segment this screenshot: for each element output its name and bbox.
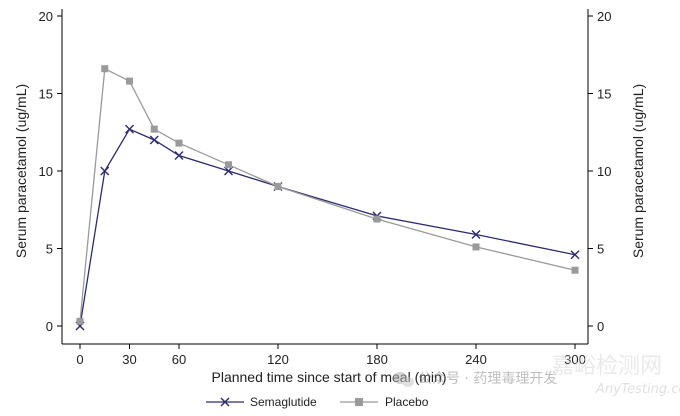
watermark: 公众号 · 药理毒理开发 嘉峪检测网 AnyTesting.com (393, 354, 680, 397)
series-line-placebo (79, 67, 576, 322)
data-point-semaglutide-240 (471, 230, 481, 240)
x-tick-label-120: 120 (267, 352, 289, 367)
data-point-semaglutide-300 (570, 250, 580, 260)
data-point-semaglutide-30 (125, 124, 134, 134)
y-axis-title-right: Serum paracetamol (ug/mL) (630, 84, 646, 258)
data-point-placebo-120 (274, 183, 282, 190)
x-tick-label-300: 300 (564, 352, 586, 367)
data-point-placebo-180 (373, 215, 381, 223)
x-tick-label-60: 60 (172, 352, 186, 367)
y-tick-label-right-15: 15 (597, 87, 611, 102)
watermark-site-text: AnyTesting.com (595, 382, 680, 397)
data-point-placebo-60 (175, 139, 183, 147)
legend-label-semaglutide: Semaglutide (250, 395, 317, 409)
y-tick-label-right-0: 0 (597, 319, 604, 334)
y-tick-label-left-5: 5 (46, 242, 53, 257)
data-point-semaglutide-60 (174, 151, 184, 160)
watermark-site-cn: 嘉峪检测网 (552, 354, 662, 379)
y-tick-label-left-20: 20 (39, 9, 53, 24)
series-line-semaglutide (79, 128, 576, 327)
y-tick-label-left-10: 10 (39, 164, 53, 179)
data-point-placebo-45 (150, 125, 158, 133)
legend-marker-placebo (355, 398, 363, 406)
legend: Semaglutide Placebo (206, 395, 429, 409)
data-point-placebo-240 (472, 243, 480, 251)
legend-label-placebo: Placebo (385, 395, 429, 409)
y-tick-label-right-10: 10 (597, 164, 611, 179)
data-point-placebo-90 (225, 161, 232, 169)
data-point-semaglutide-15 (100, 166, 110, 176)
watermark-wechat-text: 公众号 · 药理毒理开发 (418, 371, 557, 387)
data-point-placebo-15 (101, 65, 109, 73)
x-tick-label-0: 0 (76, 352, 83, 367)
legend-marker-semaglutide (220, 397, 230, 407)
y-tick-label-left-15: 15 (39, 87, 53, 102)
plot-area: 0 0 5 5 10 10 15 15 20 20 0 30 60 120 180 240 300 (39, 9, 611, 367)
data-point-placebo-0 (76, 317, 84, 325)
y-axis-title-left: Serum paracetamol (ug/mL) (13, 84, 29, 258)
y-tick-label-right-20: 20 (597, 9, 611, 24)
x-axis-title: Planned time since start of meal (min) (212, 369, 447, 385)
data-point-semaglutide-90 (224, 166, 233, 176)
y-tick-label-left-0: 0 (46, 319, 53, 334)
y-tick-label-right-5: 5 (597, 242, 604, 257)
wechat-icon (393, 372, 414, 387)
x-tick-label-180: 180 (366, 352, 388, 367)
x-tick-label-240: 240 (465, 352, 487, 367)
data-point-semaglutide-45 (149, 135, 159, 145)
data-point-placebo-30 (126, 77, 133, 85)
x-tick-label-30: 30 (122, 352, 136, 367)
data-point-placebo-300 (571, 266, 579, 274)
